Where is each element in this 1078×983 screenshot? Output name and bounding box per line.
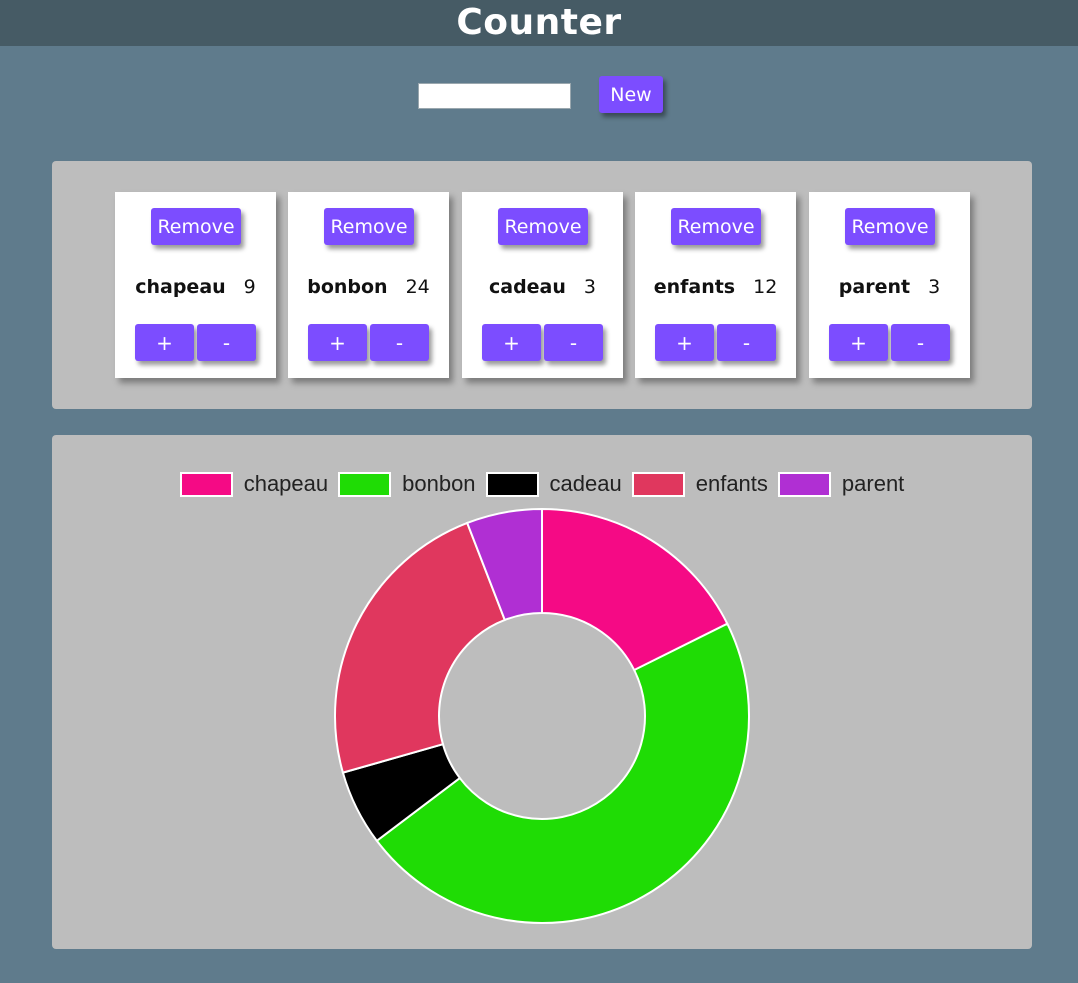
decrement-button[interactable]: -	[370, 324, 429, 361]
legend-label: bonbon	[402, 471, 476, 496]
counter-card-parent: Remove parent 3 + -	[809, 192, 970, 378]
legend-item-chapeau[interactable]: chapeau	[179, 471, 329, 497]
legend-swatch	[631, 471, 685, 497]
new-counter-button[interactable]: New	[599, 76, 663, 113]
legend-swatch	[777, 471, 831, 497]
chart-panel: chapeau bonbon cadeau enfants parent	[52, 435, 1032, 949]
counters-panel: Remove chapeau 9 + - Remove bonbon 24 + …	[52, 161, 1032, 409]
legend-label: enfants	[695, 471, 768, 496]
donut-slice-enfants[interactable]	[334, 521, 507, 774]
decrement-button[interactable]: -	[717, 324, 776, 361]
counter-name: bonbon	[307, 276, 388, 298]
donut-slice-parent[interactable]	[465, 507, 543, 622]
increment-button[interactable]: +	[829, 324, 888, 361]
counter-row: parent 3	[809, 272, 970, 302]
app-header: Counter	[0, 0, 1078, 46]
donut-slice-chapeau[interactable]	[541, 507, 729, 672]
remove-button[interactable]: Remove	[498, 208, 588, 245]
counter-card-cadeau: Remove cadeau 3 + -	[462, 192, 623, 378]
remove-button[interactable]: Remove	[845, 208, 935, 245]
counter-value: 9	[243, 276, 256, 298]
counter-name: chapeau	[135, 276, 226, 298]
chart-legend: chapeau bonbon cadeau enfants parent	[52, 469, 1032, 499]
increment-button[interactable]: +	[655, 324, 714, 361]
counter-value: 3	[928, 276, 941, 298]
counter-name: cadeau	[488, 276, 566, 298]
counter-row: chapeau 9	[115, 272, 276, 302]
increment-button[interactable]: +	[308, 324, 367, 361]
legend-label: cadeau	[549, 471, 622, 496]
new-counter-input[interactable]	[418, 83, 571, 109]
counter-value: 3	[583, 276, 596, 298]
legend-item-cadeau[interactable]: cadeau	[485, 471, 622, 497]
counter-name: enfants	[653, 276, 736, 298]
legend-label: parent	[841, 471, 905, 496]
counter-value: 12	[753, 276, 778, 298]
legend-item-parent[interactable]: parent	[777, 471, 905, 497]
decrement-button[interactable]: -	[544, 324, 603, 361]
remove-button[interactable]: Remove	[151, 208, 241, 245]
legend-swatch	[338, 471, 392, 497]
counter-name: parent	[838, 276, 911, 298]
donut-slice-bonbon[interactable]	[375, 622, 750, 924]
legend-item-bonbon[interactable]: bonbon	[338, 471, 476, 497]
legend-swatch	[179, 471, 233, 497]
app-title: Counter	[456, 2, 622, 43]
increment-button[interactable]: +	[482, 324, 541, 361]
remove-button[interactable]: Remove	[671, 208, 761, 245]
counter-card-chapeau: Remove chapeau 9 + -	[115, 192, 276, 378]
legend-swatch	[485, 471, 539, 497]
decrement-button[interactable]: -	[197, 324, 256, 361]
counter-row: cadeau 3	[462, 272, 623, 302]
legend-label: chapeau	[243, 471, 329, 496]
donut-chart	[334, 507, 750, 924]
counter-row: bonbon 24	[288, 272, 449, 302]
counter-card-enfants: Remove enfants 12 + -	[635, 192, 796, 378]
remove-button[interactable]: Remove	[324, 208, 414, 245]
decrement-button[interactable]: -	[891, 324, 950, 361]
counter-card-bonbon: Remove bonbon 24 + -	[288, 192, 449, 378]
legend-item-enfants[interactable]: enfants	[631, 471, 768, 497]
increment-button[interactable]: +	[135, 324, 194, 361]
counter-row: enfants 12	[635, 272, 796, 302]
counter-value: 24	[405, 276, 430, 298]
